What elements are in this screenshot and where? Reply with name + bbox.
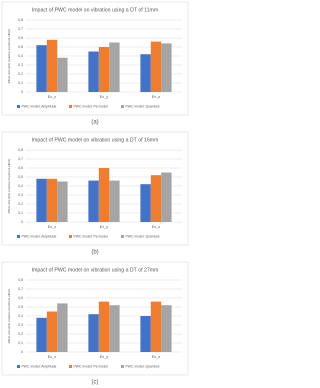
legend-swatch xyxy=(69,105,72,108)
legend-swatch xyxy=(17,235,20,238)
y-tick-label: 0,3 xyxy=(18,63,23,67)
legend-swatch xyxy=(69,365,72,368)
chart-title: Impact of PWC model on vibration using a… xyxy=(32,137,159,143)
bar xyxy=(98,47,110,92)
y-tick-label: 0 xyxy=(21,350,23,354)
legend-label: PWC model: Amplitude xyxy=(22,234,57,238)
chart: Impact of PWC model on vibration using a… xyxy=(1,1,189,116)
bar xyxy=(150,41,162,92)
bar xyxy=(57,303,68,352)
legend-label: PWC model: Pe model xyxy=(74,234,109,238)
x-tick-label: Ex_y xyxy=(100,225,109,229)
legend-swatch xyxy=(121,365,124,368)
caption: (b) xyxy=(91,250,98,256)
x-tick-label: Ex_z xyxy=(152,225,161,229)
bar xyxy=(36,178,47,222)
y-tick-label: 0,7 xyxy=(18,287,23,291)
bar xyxy=(57,181,68,222)
bar xyxy=(98,301,110,352)
chart-title: Impact of PWC model on vibration using a… xyxy=(32,7,158,13)
bar xyxy=(88,51,99,92)
x-tick-label: Ex_x xyxy=(48,225,57,229)
legend-swatch xyxy=(121,235,124,238)
x-tick-label: Ex_z xyxy=(152,95,161,99)
y-axis-label: Effect size (ES) (relative treatment eff… xyxy=(7,29,11,84)
legend-label: PWC model: Pe model xyxy=(74,364,109,368)
page: Impact of PWC model on vibration using a… xyxy=(1,1,189,386)
bar xyxy=(88,314,99,352)
y-tick-label: 0,4 xyxy=(18,314,23,318)
chart: Impact of PWC model on vibration using a… xyxy=(1,131,189,246)
bar xyxy=(150,175,162,222)
y-tick-label: 0,7 xyxy=(18,27,23,31)
bar xyxy=(140,316,151,352)
y-tick-label: 0,7 xyxy=(18,157,23,161)
y-tick-label: 0,8 xyxy=(18,148,23,152)
y-tick-label: 0,4 xyxy=(18,54,23,58)
chart: Impact of PWC model on vibration using a… xyxy=(1,261,189,376)
y-tick-label: 0,6 xyxy=(18,36,23,40)
legend-swatch xyxy=(17,365,20,368)
legend-label: PWC model: Quanture xyxy=(126,234,160,238)
legend-label: PWC model: Quanture xyxy=(126,364,160,368)
y-tick-label: 0,2 xyxy=(18,332,23,336)
y-tick-label: 0,5 xyxy=(18,175,23,179)
y-tick-label: 0,2 xyxy=(18,202,23,206)
y-axis-label: Effect size (ES) (relative treatment eff… xyxy=(7,289,11,344)
bar xyxy=(161,43,172,92)
y-axis-label: Effect size (ES) (relative treatment eff… xyxy=(7,159,11,214)
bar xyxy=(140,54,151,92)
y-tick-label: 0,1 xyxy=(18,211,23,215)
bar xyxy=(161,172,172,222)
caption: (c) xyxy=(92,380,99,386)
x-tick-label: Ex_y xyxy=(100,355,109,359)
legend-label: PWC model: Amplitude xyxy=(22,364,57,368)
y-tick-label: 0,8 xyxy=(18,18,23,22)
bar xyxy=(36,45,47,92)
y-tick-label: 0,4 xyxy=(18,184,23,188)
x-tick-label: Ex_x xyxy=(48,355,57,359)
chart-title: Impact of PWC model on vibration using a… xyxy=(32,267,159,273)
legend-label: PWC model: Amplitude xyxy=(22,104,57,108)
figure: Impact of PWC model on vibration using a… xyxy=(1,1,189,386)
y-tick-label: 0 xyxy=(21,90,23,94)
legend-label: PWC model: Quanture xyxy=(126,104,160,108)
bar xyxy=(98,168,110,222)
bar xyxy=(57,57,68,92)
legend-swatch xyxy=(121,105,124,108)
bar xyxy=(109,180,120,222)
y-tick-label: 0,6 xyxy=(18,166,23,170)
bar xyxy=(109,42,120,92)
bar xyxy=(140,184,151,222)
y-tick-label: 0,6 xyxy=(18,296,23,300)
y-tick-label: 0,2 xyxy=(18,72,23,76)
y-tick-label: 0,5 xyxy=(18,305,23,309)
y-tick-label: 0 xyxy=(21,220,23,224)
y-tick-label: 0,3 xyxy=(18,193,23,197)
legend-label: PWC model: Pe model xyxy=(74,104,109,108)
legend-swatch xyxy=(69,235,72,238)
x-tick-label: Ex_x xyxy=(48,95,57,99)
x-tick-label: Ex_y xyxy=(100,95,109,99)
caption: (a) xyxy=(91,120,98,126)
y-tick-label: 0,1 xyxy=(18,341,23,345)
y-tick-label: 0,5 xyxy=(18,45,23,49)
x-tick-label: Ex_z xyxy=(152,355,161,359)
bar xyxy=(46,311,58,352)
bar xyxy=(46,39,58,92)
y-tick-label: 0,3 xyxy=(18,323,23,327)
y-tick-label: 0,1 xyxy=(18,81,23,85)
y-tick-label: 0,8 xyxy=(18,278,23,282)
bar xyxy=(150,301,162,352)
bar xyxy=(161,305,172,352)
bar xyxy=(109,305,120,352)
legend-swatch xyxy=(17,105,20,108)
bar xyxy=(46,178,58,222)
bar xyxy=(36,317,47,352)
bar xyxy=(88,180,99,222)
